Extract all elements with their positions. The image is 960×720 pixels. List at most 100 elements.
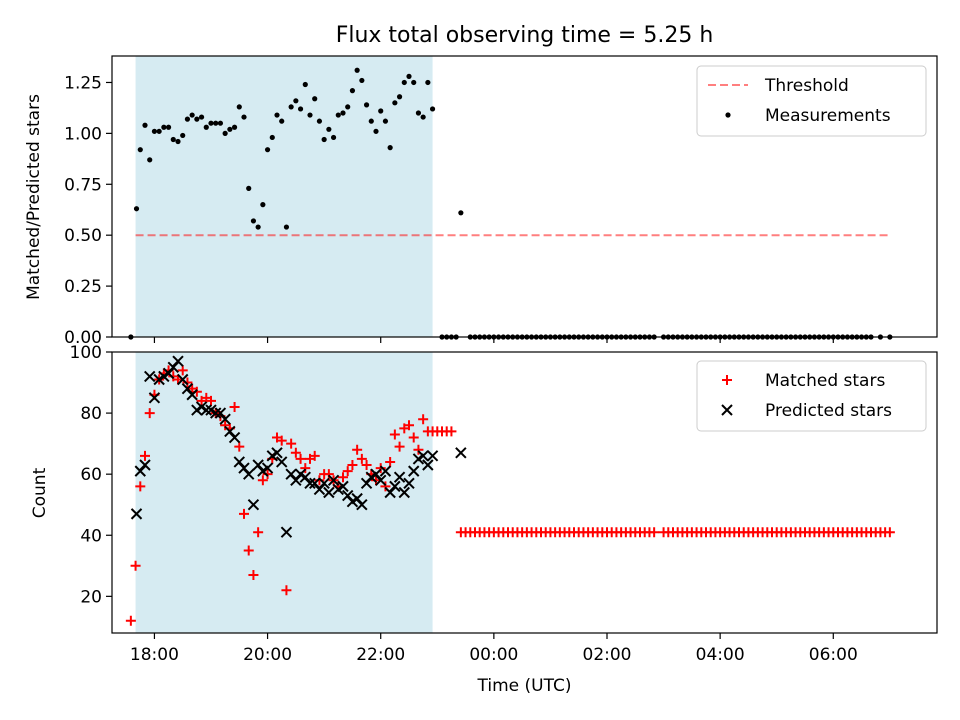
measurement-point bbox=[307, 112, 313, 118]
bottom-legend bbox=[696, 360, 927, 432]
predicted-star-point bbox=[327, 474, 340, 486]
legend-measurement-swatch bbox=[725, 112, 731, 118]
matched-star-point bbox=[281, 585, 292, 596]
predicted-star-point bbox=[356, 499, 368, 511]
predicted-star-point bbox=[139, 459, 151, 471]
measurement-point bbox=[264, 147, 271, 153]
measurement-point bbox=[213, 120, 219, 126]
top-axes-frame bbox=[111, 55, 938, 338]
measurement-point bbox=[274, 112, 280, 118]
top-y-tick-label: 0.00 bbox=[64, 328, 102, 348]
predicted-star-point bbox=[398, 486, 410, 499]
bottom-legend-label: Matched stars bbox=[765, 371, 885, 391]
x-tick-label: 00:00 bbox=[469, 645, 518, 665]
top-y-tick-label: 0.75 bbox=[64, 175, 102, 195]
measurement-point bbox=[420, 114, 426, 120]
measurement-point bbox=[236, 104, 242, 110]
bottom-y-tick-label: 40 bbox=[80, 526, 102, 546]
x-axis-label: Time (UTC) bbox=[477, 676, 572, 696]
matched-star-point bbox=[295, 453, 306, 464]
top-highlight-span bbox=[135, 56, 433, 337]
matched-star-point bbox=[323, 469, 334, 480]
predicted-star-point bbox=[172, 355, 184, 367]
measurement-point bbox=[255, 224, 261, 230]
measurement-point bbox=[137, 147, 143, 153]
chart-title: Flux total observing time = 5.25 h bbox=[336, 23, 714, 48]
measurement-point bbox=[458, 210, 464, 216]
matched-star-point bbox=[125, 615, 136, 626]
measurement-point bbox=[217, 120, 224, 126]
matched-star-point bbox=[191, 386, 202, 397]
matched-star-point bbox=[239, 508, 249, 519]
predicted-star-point bbox=[144, 370, 156, 383]
predicted-star-point bbox=[186, 389, 198, 401]
predicted-star-point bbox=[408, 465, 420, 477]
top-y-tick-label: 0.50 bbox=[64, 226, 102, 246]
measurement-point bbox=[392, 100, 398, 106]
predicted-star-point bbox=[271, 447, 283, 459]
measurement-point bbox=[387, 145, 393, 151]
measurement-point bbox=[406, 73, 412, 79]
measurement-point bbox=[373, 128, 379, 134]
measurement-point bbox=[241, 114, 247, 120]
top-y-tick-label: 1.25 bbox=[64, 73, 102, 93]
measurement-point bbox=[161, 124, 167, 130]
predicted-star-point bbox=[323, 486, 335, 499]
bottom-y-tick-label: 20 bbox=[80, 587, 102, 607]
matched-star-point bbox=[248, 569, 259, 580]
x-tick-label: 18:00 bbox=[130, 645, 179, 665]
matched-star-point bbox=[286, 438, 297, 449]
matched-star-point bbox=[446, 426, 457, 437]
measurement-point bbox=[297, 106, 304, 112]
bottom-y-axis-label: Count bbox=[30, 467, 50, 518]
matched-star-point bbox=[262, 469, 273, 480]
measurement-point bbox=[189, 112, 195, 118]
measurement-point bbox=[165, 124, 172, 130]
measurement-point bbox=[170, 136, 176, 143]
bottom-y-tick-label: 60 bbox=[80, 465, 102, 485]
measurement-point bbox=[382, 118, 389, 124]
measurement-point bbox=[302, 81, 308, 88]
matched-star-point bbox=[290, 447, 301, 458]
matched-star-point bbox=[408, 432, 419, 443]
x-tick-label: 22:00 bbox=[356, 645, 405, 665]
predicted-star-point bbox=[243, 468, 255, 480]
matched-star-point bbox=[385, 456, 396, 467]
predicted-star-point bbox=[379, 465, 392, 477]
measurement-point bbox=[396, 94, 403, 100]
matched-star-point bbox=[144, 408, 155, 419]
matched-star-point bbox=[389, 429, 400, 440]
matched-star-point bbox=[361, 460, 372, 471]
matched-star-point bbox=[394, 441, 405, 452]
predicted-star-point bbox=[422, 459, 434, 471]
measurement-point bbox=[208, 120, 214, 126]
measurement-point bbox=[340, 110, 346, 116]
x-tick-label: 20:00 bbox=[243, 645, 292, 665]
measurement-point bbox=[231, 124, 238, 130]
measurement-point bbox=[260, 202, 266, 208]
measurement-point bbox=[283, 224, 290, 230]
measurement-point bbox=[429, 106, 436, 112]
top-y-tick-label: 1.00 bbox=[64, 124, 102, 144]
matched-star-point bbox=[177, 365, 188, 376]
matched-star-point bbox=[140, 450, 150, 461]
matched-star-point bbox=[884, 527, 895, 538]
matched-star-point bbox=[375, 463, 386, 474]
measurement-point bbox=[156, 128, 162, 134]
predicted-star-point bbox=[219, 413, 231, 425]
top-legend-label: Threshold bbox=[764, 76, 849, 96]
matched-star-point bbox=[243, 545, 254, 556]
top-panel: 0.00 0.25 0.50 0.75 1.00 1.25 Threshold Measure… bbox=[64, 55, 938, 348]
predicted-star-point bbox=[455, 447, 467, 459]
matched-star-point bbox=[418, 414, 429, 425]
measurement-point bbox=[184, 116, 191, 122]
predicted-star-point bbox=[276, 456, 288, 468]
top-legend-label: Measurements bbox=[765, 106, 891, 126]
measurement-point bbox=[269, 134, 275, 141]
measurement-point bbox=[227, 126, 233, 132]
measurement-point bbox=[288, 104, 294, 110]
bottom-y-tick-label: 80 bbox=[80, 404, 102, 424]
matched-star-point bbox=[356, 453, 367, 464]
matched-star-point bbox=[206, 395, 216, 406]
